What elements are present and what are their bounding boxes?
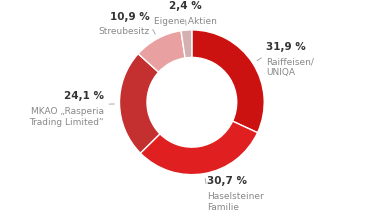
Text: 10,9 %: 10,9 % [110, 12, 150, 22]
Wedge shape [140, 121, 258, 175]
Wedge shape [138, 31, 185, 72]
Text: 2,4 %: 2,4 % [169, 1, 202, 11]
Wedge shape [181, 30, 192, 58]
Wedge shape [119, 54, 160, 153]
Text: 31,9 %: 31,9 % [266, 42, 306, 52]
Text: 24,1 %: 24,1 % [64, 91, 104, 101]
Text: MKAO „Rasperia
Trading Limited“: MKAO „Rasperia Trading Limited“ [29, 107, 104, 127]
Text: Eigene Aktien: Eigene Aktien [154, 17, 217, 26]
Text: Raiffeisen/
UNIQA: Raiffeisen/ UNIQA [266, 58, 314, 77]
Text: 30,7 %: 30,7 % [207, 176, 247, 186]
Wedge shape [192, 30, 264, 133]
Text: Haselsteiner
Familie: Haselsteiner Familie [207, 192, 264, 212]
Text: Streubesitz: Streubesitz [99, 27, 150, 36]
